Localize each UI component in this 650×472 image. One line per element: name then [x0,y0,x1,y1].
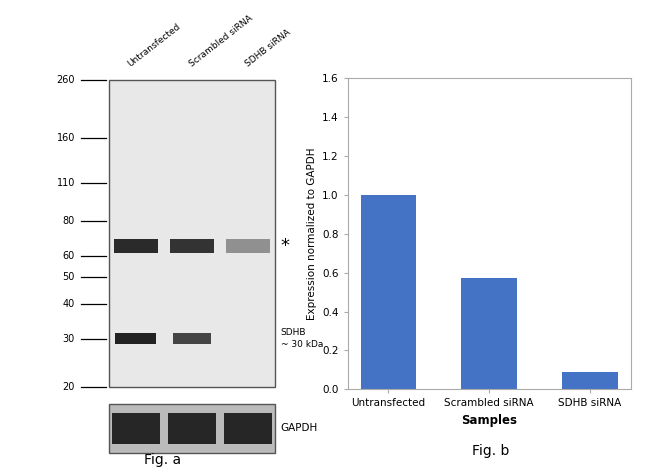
Text: 260: 260 [57,75,75,85]
Bar [361,195,416,389]
Text: Scrambled siRNA: Scrambled siRNA [188,14,255,68]
Text: 110: 110 [57,178,75,188]
Text: 160: 160 [57,133,75,143]
Text: 40: 40 [62,299,75,309]
Bar [224,413,272,444]
Bar [112,413,160,444]
X-axis label: Samples: Samples [461,414,517,427]
Bar [109,404,274,453]
Bar [170,239,214,253]
Bar [562,372,618,389]
Text: 60: 60 [62,251,75,261]
Text: Untransfected: Untransfected [125,22,182,68]
Bar [226,239,270,253]
Y-axis label: Expression normalized to GAPDH: Expression normalized to GAPDH [307,147,317,320]
Text: Fig. a: Fig. a [144,453,181,467]
Text: 80: 80 [62,216,75,226]
Text: SDHB siRNA: SDHB siRNA [244,28,292,68]
Text: 50: 50 [62,272,75,282]
Text: SDHB
~ 30 kDa: SDHB ~ 30 kDa [281,328,323,349]
Bar [109,80,274,387]
Bar [173,333,211,345]
Text: *: * [281,237,290,255]
Text: Fig. b: Fig. b [472,444,510,458]
Bar [114,239,157,253]
Bar [462,278,517,389]
Bar [168,413,216,444]
Text: GAPDH: GAPDH [281,423,318,433]
Bar [116,333,156,345]
Text: 30: 30 [62,334,75,344]
Text: 20: 20 [62,382,75,392]
